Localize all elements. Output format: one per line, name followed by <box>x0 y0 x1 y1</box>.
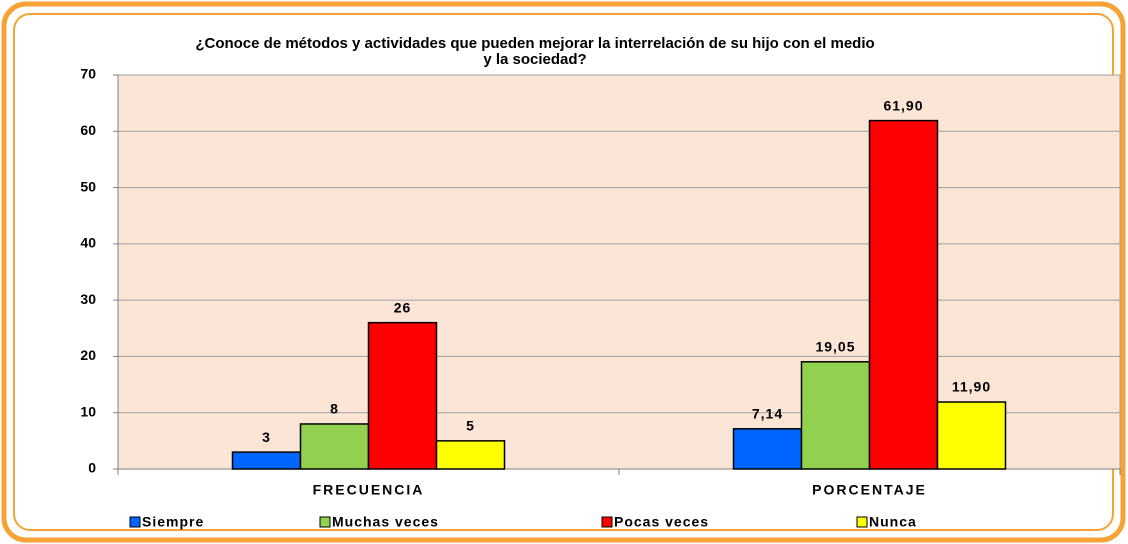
x-tick-label: FRECUENCIA <box>313 482 425 498</box>
chart-title: ¿Conoce de métodos y actividades que pue… <box>195 35 875 68</box>
data-label: 26 <box>394 299 412 315</box>
y-tick-label: 60 <box>80 122 96 138</box>
data-label: 7,14 <box>752 406 783 422</box>
legend-swatch <box>601 516 613 528</box>
legend-swatch <box>129 516 141 528</box>
legend-label: Pocas veces <box>614 514 709 530</box>
data-label: 61,90 <box>883 97 923 113</box>
y-tick-label: 10 <box>80 403 96 419</box>
bar <box>231 451 302 470</box>
legend-label: Nunca <box>869 514 917 530</box>
bar <box>435 440 506 470</box>
y-tick-label: 0 <box>88 460 96 476</box>
y-tick-label: 20 <box>80 347 96 363</box>
bar <box>732 428 803 470</box>
legend-swatch <box>856 516 868 528</box>
data-label: 8 <box>330 401 339 417</box>
x-tick-label: PORCENTAJE <box>812 482 927 498</box>
bar <box>868 119 939 470</box>
data-label: 19,05 <box>815 338 855 354</box>
data-label: 3 <box>262 429 271 445</box>
y-tick-label: 30 <box>80 291 96 307</box>
legend-label: Siempre <box>142 514 204 530</box>
bar <box>299 423 370 470</box>
bar <box>936 401 1007 470</box>
y-tick-label: 70 <box>80 66 96 82</box>
legend-swatch <box>319 516 331 528</box>
data-label: 5 <box>466 418 475 434</box>
data-label: 11,90 <box>952 379 991 395</box>
y-tick-label: 40 <box>80 235 96 251</box>
legend-label: Muchas veces <box>332 514 439 530</box>
y-tick-label: 50 <box>80 178 96 194</box>
bar <box>367 321 438 470</box>
bar <box>800 361 871 470</box>
